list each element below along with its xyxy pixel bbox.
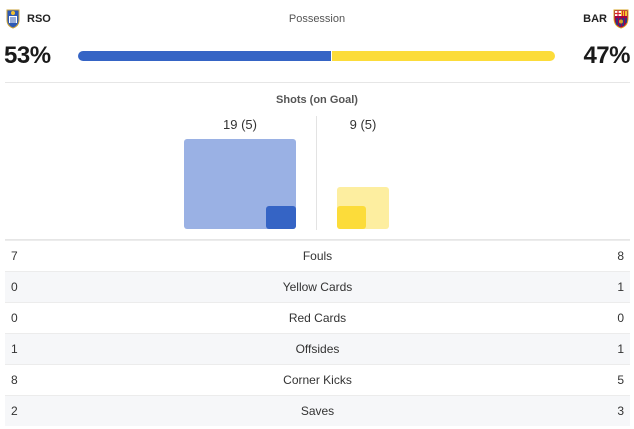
away-team-abbr: BAR [583, 13, 607, 25]
home-stat-value: 8 [11, 373, 18, 387]
stat-label: Saves [300, 404, 335, 418]
home-stat-value: 2 [11, 404, 18, 418]
away-stat-value: 5 [617, 373, 624, 387]
stat-label: Yellow Cards [282, 280, 353, 294]
home-possession-percent: 53% [4, 42, 51, 69]
shots-center-divider [316, 116, 317, 230]
real-sociedad-crest-icon [4, 9, 22, 29]
stat-label: Red Cards [288, 311, 347, 325]
away-stat-value: 1 [617, 280, 624, 294]
home-team-abbr: RSO [27, 13, 51, 25]
away-stat-value: 8 [617, 249, 624, 263]
possession-bar [78, 51, 555, 61]
section-divider [5, 82, 630, 83]
shots-title: Shots (on Goal) [276, 94, 358, 106]
away-shots-on-goal-box [337, 206, 366, 229]
stat-row-corner-kicks: 8 Corner Kicks 5 [5, 364, 630, 395]
stat-label: Fouls [302, 249, 333, 263]
away-possession-percent: 47% [583, 42, 630, 69]
home-stat-value: 7 [11, 249, 18, 263]
away-possession-fill [331, 51, 555, 61]
stat-row-yellow-cards: 0 Yellow Cards 1 [5, 271, 630, 302]
away-stat-value: 3 [617, 404, 624, 418]
stat-row-red-cards: 0 Red Cards 0 [5, 302, 630, 333]
stat-label: Corner Kicks [283, 373, 352, 387]
stat-row-saves: 2 Saves 3 [5, 395, 630, 426]
away-stat-value: 1 [617, 342, 624, 356]
stat-row-fouls: 7 Fouls 8 [5, 240, 630, 271]
away-team[interactable]: BAR [583, 9, 630, 29]
home-shots-on-goal-box [266, 206, 296, 229]
possession-title: Possession [288, 13, 346, 25]
home-possession-fill [78, 51, 331, 61]
barcelona-crest-icon [612, 9, 630, 29]
stat-label: Offsides [295, 342, 340, 356]
home-stat-value: 0 [11, 280, 18, 294]
stats-table: 7 Fouls 8 0 Yellow Cards 1 0 Red Cards 0… [5, 240, 630, 426]
stat-row-offsides: 1 Offsides 1 [5, 333, 630, 364]
home-shots-value: 19 (5) [223, 117, 257, 132]
home-team[interactable]: RSO [4, 9, 51, 29]
away-stat-value: 0 [617, 311, 624, 325]
away-shots-value: 9 (5) [349, 117, 377, 132]
section-divider [5, 239, 630, 240]
home-stat-value: 0 [11, 311, 18, 325]
home-stat-value: 1 [11, 342, 18, 356]
